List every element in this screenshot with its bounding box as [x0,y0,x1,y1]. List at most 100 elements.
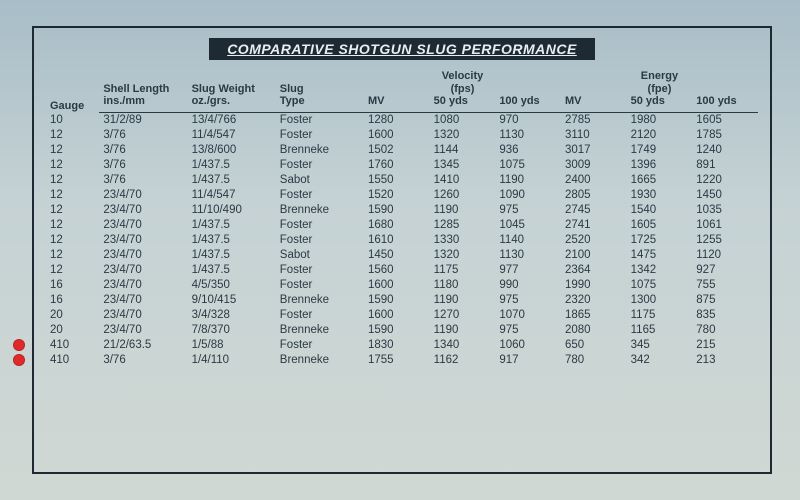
table-row: 123/761/437.5Sabot1550141011902400166512… [46,173,758,188]
cell-vel-50: 1320 [430,248,496,263]
col-energy-50: 50 yds [627,95,693,112]
cell-eng-mv: 2520 [561,233,627,248]
cell-shell: 23/4/70 [99,233,187,248]
cell-shell: 31/2/89 [99,112,187,128]
cell-weight: 1/437.5 [188,218,276,233]
cell-eng-50: 342 [627,353,693,368]
cell-vel-100: 975 [495,323,561,338]
cell-eng-100: 1035 [692,203,758,218]
cell-vel-50: 1345 [430,158,496,173]
cell-vel-mv: 1280 [364,112,430,128]
table-row: 1223/4/701/437.5Foster168012851045274116… [46,218,758,233]
cell-type: Foster [276,158,364,173]
cell-vel-mv: 1600 [364,308,430,323]
cell-vel-100: 977 [495,263,561,278]
cell-eng-mv: 3009 [561,158,627,173]
col-type-top: Slug [276,70,364,95]
cell-eng-mv: 1990 [561,278,627,293]
cell-vel-100: 1070 [495,308,561,323]
cell-gauge: 410 [46,353,99,368]
cell-shell: 23/4/70 [99,263,187,278]
cell-vel-mv: 1590 [364,293,430,308]
col-weight-top: Slug Weight [188,70,276,95]
cell-gauge: 16 [46,278,99,293]
cell-vel-mv: 1600 [364,278,430,293]
cell-weight: 1/437.5 [188,173,276,188]
table-frame: COMPARATIVE SHOTGUN SLUG PERFORMANCE Gau… [32,26,772,474]
cell-vel-50: 1340 [430,338,496,353]
cell-eng-100: 1450 [692,188,758,203]
cell-gauge: 12 [46,203,99,218]
cell-eng-100: 1120 [692,248,758,263]
cell-vel-mv: 1755 [364,353,430,368]
cell-shell: 23/4/70 [99,308,187,323]
cell-vel-50: 1144 [430,143,496,158]
table-row: 1223/4/7011/10/490Brenneke15901190975274… [46,203,758,218]
cell-weight: 1/437.5 [188,158,276,173]
cell-gauge: 12 [46,218,99,233]
col-shell-sub: ins./mm [99,95,187,112]
cell-eng-100: 1255 [692,233,758,248]
cell-vel-mv: 1830 [364,338,430,353]
cell-gauge: 12 [46,263,99,278]
cell-vel-100: 936 [495,143,561,158]
cell-eng-50: 1749 [627,143,693,158]
cell-vel-100: 975 [495,203,561,218]
cell-eng-50: 1396 [627,158,693,173]
cell-vel-mv: 1610 [364,233,430,248]
table-row: 1223/4/701/437.5Foster156011759772364134… [46,263,758,278]
cell-weight: 3/4/328 [188,308,276,323]
cell-shell: 23/4/70 [99,278,187,293]
cell-eng-100: 1061 [692,218,758,233]
cell-vel-50: 1190 [430,203,496,218]
table-row: 2023/4/703/4/328Foster160012701070186511… [46,308,758,323]
col-energy-group: Energy (fpe) [627,70,693,95]
cell-gauge: 12 [46,248,99,263]
cell-vel-100: 1075 [495,158,561,173]
cell-vel-50: 1190 [430,323,496,338]
cell-vel-50: 1330 [430,233,496,248]
cell-vel-50: 1260 [430,188,496,203]
cell-vel-mv: 1560 [364,263,430,278]
cell-eng-100: 215 [692,338,758,353]
cell-eng-mv: 650 [561,338,627,353]
cell-type: Brenneke [276,323,364,338]
cell-eng-mv: 780 [561,353,627,368]
cell-type: Brenneke [276,353,364,368]
cell-vel-mv: 1502 [364,143,430,158]
cell-weight: 4/5/350 [188,278,276,293]
cell-weight: 1/4/110 [188,353,276,368]
cell-shell: 23/4/70 [99,248,187,263]
cell-shell: 3/76 [99,143,187,158]
cell-eng-50: 1165 [627,323,693,338]
cell-weight: 13/4/766 [188,112,276,128]
cell-vel-mv: 1680 [364,218,430,233]
cell-shell: 23/4/70 [99,293,187,308]
cell-eng-mv: 2805 [561,188,627,203]
cell-shell: 21/2/63.5 [99,338,187,353]
cell-eng-50: 1980 [627,112,693,128]
cell-vel-50: 1410 [430,173,496,188]
cell-eng-mv: 2400 [561,173,627,188]
table-row: 123/7611/4/547Foster16001320113031102120… [46,128,758,143]
table-row: 1623/4/704/5/350Foster160011809901990107… [46,278,758,293]
table-row: 2023/4/707/8/370Brenneke1590119097520801… [46,323,758,338]
col-shell-top: Shell Length [99,70,187,95]
cell-eng-50: 2120 [627,128,693,143]
highlight-marker-icon [13,354,25,366]
col-velocity-50: 50 yds [430,95,496,112]
cell-eng-100: 1240 [692,143,758,158]
table-row: 123/7613/8/600Brenneke150211449363017174… [46,143,758,158]
table-row: 1031/2/8913/4/766Foster12801080970278519… [46,112,758,128]
cell-eng-50: 1725 [627,233,693,248]
cell-vel-mv: 1600 [364,128,430,143]
cell-eng-mv: 2785 [561,112,627,128]
cell-type: Brenneke [276,203,364,218]
cell-gauge: 20 [46,308,99,323]
cell-gauge: 410 [46,338,99,353]
cell-eng-50: 1930 [627,188,693,203]
table-row: 41021/2/63.51/5/88Foster1830134010606503… [46,338,758,353]
cell-eng-mv: 2100 [561,248,627,263]
col-type-sub: Type [276,95,364,112]
cell-eng-mv: 2320 [561,293,627,308]
